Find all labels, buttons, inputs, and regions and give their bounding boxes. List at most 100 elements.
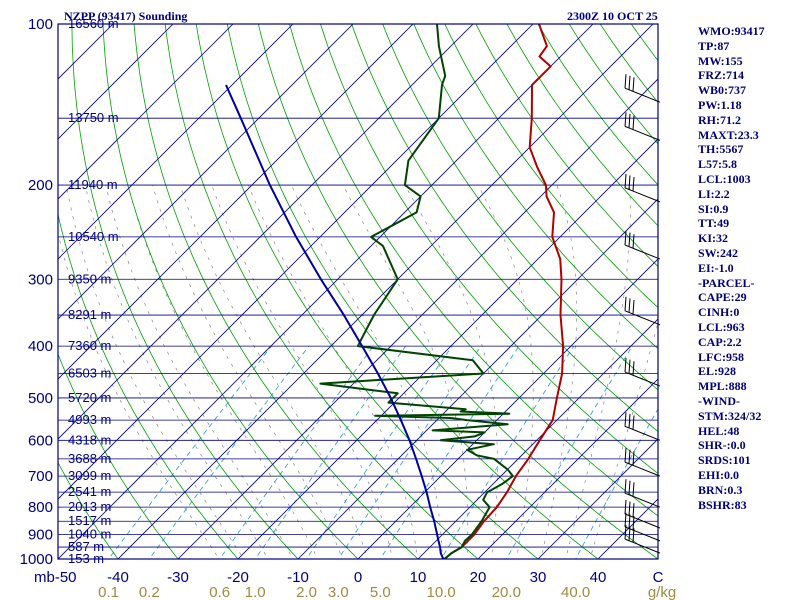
isobars <box>58 24 658 559</box>
wind-barb <box>624 112 661 141</box>
dry-adiabat <box>351 24 658 432</box>
dry-adiabat <box>58 461 119 559</box>
temperature-tick-label: -10 <box>287 569 309 586</box>
dry-adiabat <box>58 212 239 559</box>
index-item: LFC:958 <box>698 349 744 364</box>
pressure-tick-label: 800 <box>28 499 53 516</box>
mixing-ratio-line <box>575 408 658 559</box>
moist-adiabat <box>477 184 534 559</box>
sounding-profiles <box>225 24 565 559</box>
height-label: 9350 m <box>68 271 111 286</box>
height-label: 16560 m <box>68 16 119 31</box>
mixing-ratio-line <box>107 345 272 559</box>
dry-adiabat <box>444 24 658 309</box>
mixing-ratio-label: 0.6 <box>209 584 230 600</box>
temperature-tick-label: -40 <box>107 569 129 586</box>
pressure-tick-label: 200 <box>28 177 53 194</box>
index-item: SI:0.9 <box>698 201 729 216</box>
pressure-tick-label: 100 <box>28 16 53 33</box>
index-item: EL:928 <box>698 364 737 379</box>
chart-time: 2300Z 10 OCT 25 <box>567 9 658 23</box>
mixing-ratio-label: 0.1 <box>98 584 119 600</box>
index-item: TP:87 <box>698 38 730 53</box>
isotherm <box>417 318 658 559</box>
height-label: 587 m <box>68 539 104 554</box>
isotherm <box>117 24 654 559</box>
pressure-labels: 1000 900 800 700 600 500 400 300 200 100 <box>20 16 53 568</box>
index-item: SHR-:0.0 <box>698 438 746 453</box>
mixing-ratio-lines <box>107 345 658 559</box>
isotherm <box>58 24 234 200</box>
isotherm <box>58 24 534 500</box>
isotherm <box>58 24 474 440</box>
moist-adiabat <box>342 184 469 559</box>
temperature-tick-label: 0 <box>354 569 362 586</box>
wind-barb <box>624 448 661 477</box>
height-label: 1517 m <box>68 513 111 528</box>
mixing-ratio-line <box>337 345 482 559</box>
mixing-ratio-line <box>505 345 633 559</box>
mixing-ratio-line <box>305 345 453 559</box>
index-item: SW:242 <box>698 245 739 260</box>
moist-adiabats <box>58 184 658 559</box>
chart-title: NZPP (93417) Sounding <box>64 9 188 23</box>
moist-adiabat <box>58 231 220 559</box>
pressure-tick-label: 600 <box>28 432 53 449</box>
height-label: 6503 m <box>68 365 111 380</box>
isotherm <box>237 138 658 559</box>
wind-barb <box>624 231 661 260</box>
dry-adiabat <box>320 24 658 475</box>
mixing-ratio-unit: g/kg <box>648 584 676 600</box>
mixing-ratio-label: 3.0 <box>328 584 349 600</box>
index-item: TH:5567 <box>698 142 744 157</box>
mixing-ratio-label: 20.0 <box>492 584 521 600</box>
index-item: STM:324/32 <box>698 408 762 423</box>
index-item: -WIND- <box>698 393 740 408</box>
isotherm <box>357 258 658 559</box>
dry-adiabat <box>257 24 658 559</box>
temperature-tick-label: -30 <box>167 569 189 586</box>
index-item: RH:71.2 <box>698 112 741 127</box>
height-label: 10540 m <box>68 229 119 244</box>
mixing-ratio-line <box>254 345 407 559</box>
isotherm <box>58 24 294 260</box>
index-item: LI:2.2 <box>698 186 730 201</box>
pressure-tick-label: 900 <box>28 527 53 544</box>
index-item: CAP:2.2 <box>698 334 742 349</box>
dry-adiabat <box>382 24 658 391</box>
index-item: BSHR:83 <box>698 497 747 512</box>
pressure-tick-label: 500 <box>28 390 53 407</box>
wind-barb <box>624 512 661 542</box>
dry-adiabat <box>102 24 359 559</box>
index-item: CAPE:29 <box>698 290 747 305</box>
height-label: 5720 m <box>68 390 111 405</box>
index-item: MPL:888 <box>698 379 747 394</box>
index-item: FRZ:714 <box>698 68 744 83</box>
wind-barb <box>624 357 661 387</box>
isotherm <box>58 24 174 140</box>
isotherm <box>477 378 658 559</box>
parcel-profile <box>225 84 445 559</box>
index-item: EHI:0.0 <box>698 467 740 482</box>
isotherm <box>58 24 354 320</box>
dry-adiabat <box>195 24 539 559</box>
index-item: MAXT:23.3 <box>698 127 759 142</box>
temperature-tick-label: 40 <box>590 569 607 586</box>
mixing-ratio-label: 10.0 <box>427 584 456 600</box>
mixing-ratio-labels: 0.1 0.2 0.6 1.0 2.0 3.0 5.0 10.0 20.0 40.0 g/kg <box>98 584 676 600</box>
height-label: 153 m <box>68 551 104 566</box>
mixing-ratio-label: 2.0 <box>296 584 317 600</box>
moist-adiabat <box>127 185 318 559</box>
index-item: CINH:0 <box>698 305 740 320</box>
mixing-ratio-label: 1.0 <box>245 584 266 600</box>
wind-barb <box>624 74 661 103</box>
pressure-tick-label: 400 <box>28 338 53 355</box>
temperature-tick-label: 20 <box>470 569 487 586</box>
isotherm <box>58 24 414 380</box>
temperature-labels: mb-50 -40 -30 -20 -10 0 10 20 30 40 C <box>34 569 664 586</box>
temperature-tick-label: 30 <box>530 569 547 586</box>
moist-adiabat <box>152 184 343 559</box>
index-item: PW:1.18 <box>698 97 742 112</box>
dry-adiabat <box>475 24 658 268</box>
indices-panel: WMO:93417 TP:87 MW:155 FRZ:714 WB0:737 PW:1.1… <box>698 24 798 512</box>
